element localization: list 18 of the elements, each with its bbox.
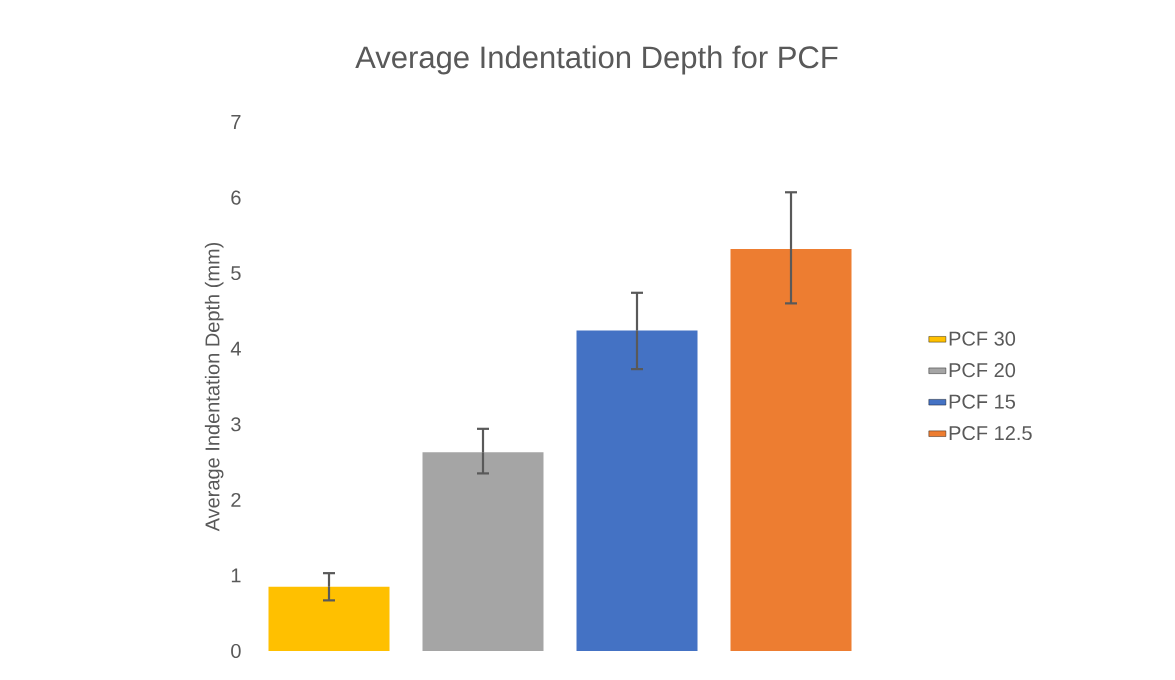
y-tick-label: 1 [231,568,241,583]
bar [268,586,390,651]
chart-title: Average Indentation Depth for PCF [355,45,838,75]
legend-label: PCF 12.5 [949,425,1032,441]
bar [576,330,698,651]
bar [422,452,544,651]
y-axis-title: Average Indentation Depth (mm) [204,242,224,532]
y-tick-label: 7 [231,115,241,129]
legend-label: PCF 20 [949,363,1016,378]
y-tick-label: 4 [230,341,241,356]
legend-label: PCF 15 [949,394,1016,409]
y-tick-label: 6 [231,190,241,205]
y-tick-label: 0 [231,643,241,659]
y-tick-label: 2 [231,492,241,507]
legend-label: PCF 30 [949,331,1016,346]
y-tick-label: 3 [231,417,241,432]
y-tick-label: 5 [231,266,241,281]
bar [730,248,852,651]
